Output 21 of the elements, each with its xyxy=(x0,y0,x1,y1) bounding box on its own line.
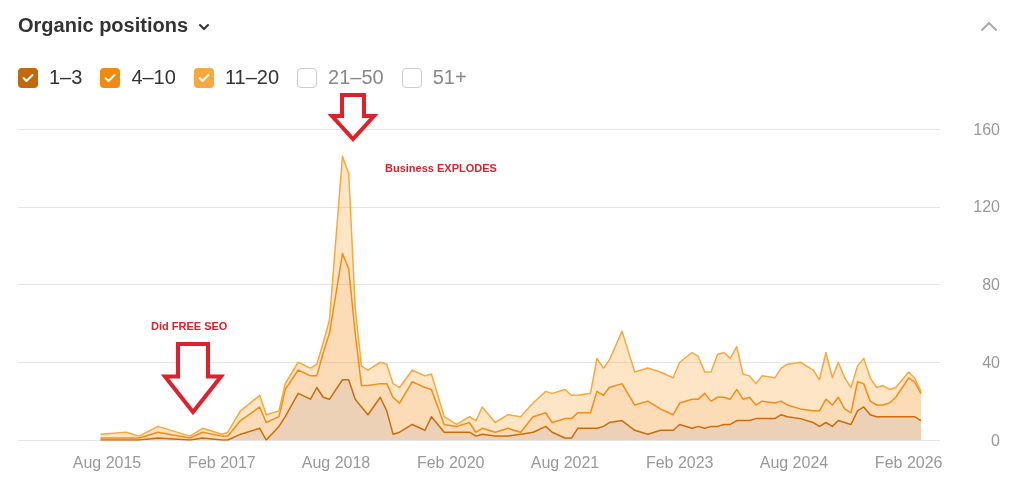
x-tick-label: Aug 2024 xyxy=(759,453,829,471)
y-tick-label: 0 xyxy=(991,431,1001,449)
annotation: Business EXPLODES xyxy=(385,162,497,174)
legend-label: 1–3 xyxy=(49,66,83,89)
legend-label: 51+ xyxy=(432,66,467,89)
x-tick-label: Feb 2020 xyxy=(416,453,485,471)
y-tick-label: 80 xyxy=(982,276,1001,293)
y-tick-label: 160 xyxy=(973,120,1001,138)
x-tick-label: Aug 2018 xyxy=(301,453,371,471)
x-tick-label: Feb 2026 xyxy=(874,453,943,471)
y-tick-label: 40 xyxy=(982,353,1001,371)
x-tick-label: Aug 2021 xyxy=(530,453,600,471)
y-tick-label: 120 xyxy=(973,198,1001,216)
x-tick-label: Feb 2023 xyxy=(645,453,714,471)
annotation: Did FREE SEO xyxy=(151,320,228,332)
legend-label: 21–50 xyxy=(328,66,384,89)
chart-title: Organic positions xyxy=(18,14,189,37)
x-tick-label: Aug 2015 xyxy=(72,453,142,471)
x-tick-label: Feb 2017 xyxy=(188,453,256,471)
legend-label: 11–20 xyxy=(224,66,280,89)
legend-label: 4–10 xyxy=(131,66,176,89)
